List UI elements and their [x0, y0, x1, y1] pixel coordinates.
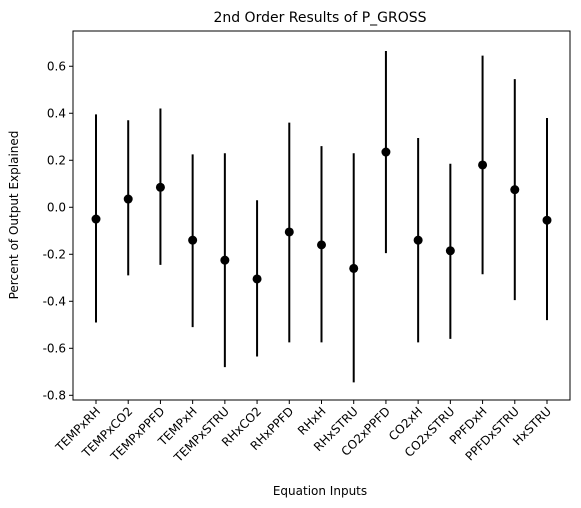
data-point: [542, 215, 552, 225]
y-tick-label: -0.4: [43, 294, 66, 308]
data-point: [349, 263, 359, 273]
data-point: [317, 240, 326, 250]
data-point: [445, 246, 455, 256]
data-point: [478, 160, 488, 170]
y-tick-label: -0.6: [43, 341, 66, 355]
data-point: [381, 147, 391, 157]
data-point: [91, 214, 101, 224]
y-tick-label: 0.6: [47, 59, 66, 73]
data-point: [284, 227, 294, 237]
chart-title: 2nd Order Results of P_GROSS: [213, 10, 426, 26]
y-axis-label: Percent of Output Explained: [7, 131, 21, 300]
data-point: [413, 235, 423, 245]
x-axis-label: Equation Inputs: [273, 484, 367, 498]
y-tick-label: -0.8: [43, 388, 66, 402]
error-bars: [95, 50, 548, 383]
data-points: [91, 147, 552, 284]
data-point: [252, 274, 262, 284]
data-point: [220, 255, 230, 265]
y-tick-label: 0.4: [47, 106, 66, 120]
y-tick-label: -0.2: [43, 247, 66, 261]
y-tick-label: 0.0: [47, 200, 66, 214]
x-axis: TEMPxRHTEMPxCO2TEMPxPPFDTEMPxHTEMPxSTRUR…: [52, 400, 554, 466]
data-point: [510, 185, 520, 195]
y-axis: -0.8 -0.6 -0.4 -0.2 0.0 0.2 0.4 0.6: [43, 59, 73, 402]
data-point: [188, 235, 198, 245]
data-point: [155, 182, 165, 192]
data-point: [123, 194, 133, 204]
y-tick-label: 0.2: [47, 153, 66, 167]
